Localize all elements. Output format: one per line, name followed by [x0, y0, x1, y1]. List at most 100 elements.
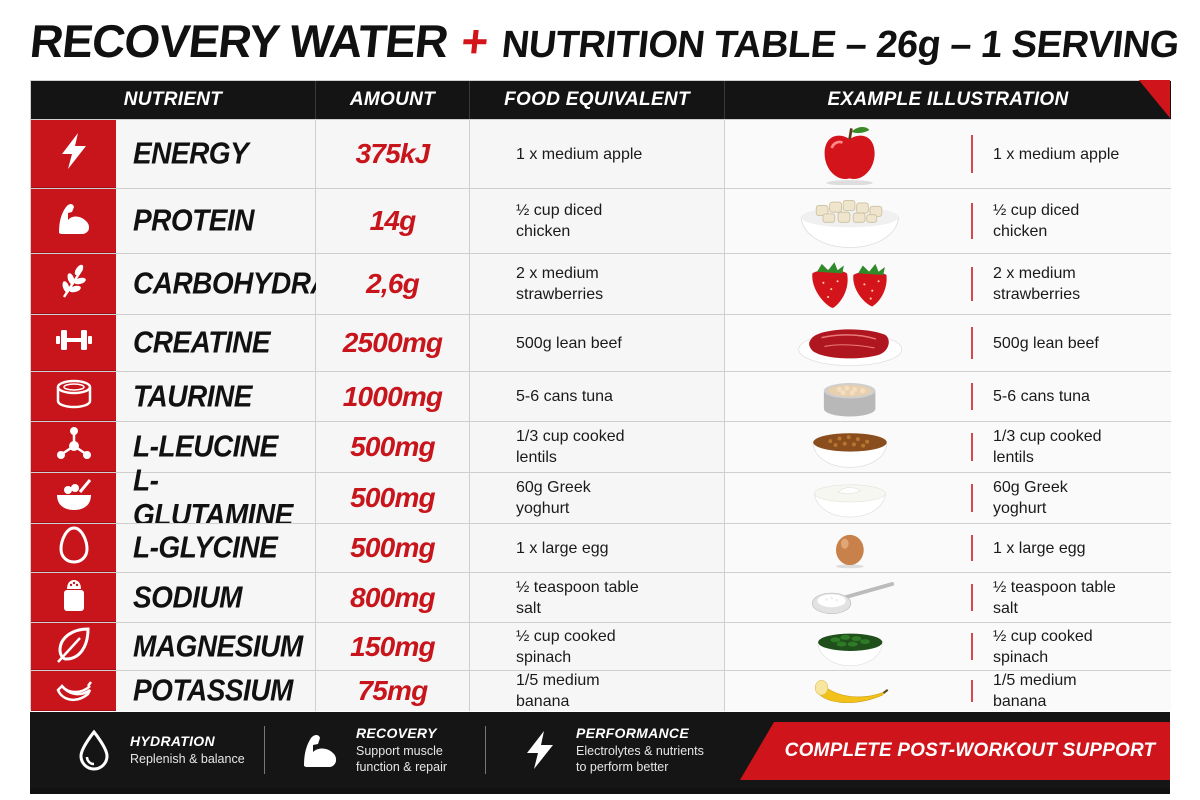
benefit-recovery: RECOVERY Support muscle function & repai…: [298, 712, 456, 788]
illustration-caption: 1/5 medium banana: [993, 672, 1077, 710]
molecule-icon: [54, 424, 94, 469]
leaf-icon: [54, 624, 94, 669]
illustration-divider: [971, 433, 973, 461]
nutrient-icon-cell: [31, 189, 116, 253]
bowl-icon: [54, 475, 94, 520]
illustration-divider: [971, 382, 973, 411]
nutrient-name: TAURINE: [116, 372, 316, 421]
nutrient-icon-cell: [31, 315, 116, 371]
nutrient-amount: 500mg: [316, 524, 470, 572]
lightning-icon: [54, 131, 94, 176]
diced-chicken-bowl-image: [755, 189, 945, 253]
benefit-title: HYDRATION: [130, 733, 215, 749]
nutrition-table: NUTRIENT AMOUNT FOOD EQUIVALENT EXAMPLE …: [30, 80, 1171, 711]
example-illustration: 1 x medium apple: [725, 120, 1171, 188]
nutrient-icon-cell: [31, 372, 116, 421]
water-drop-icon: [72, 728, 116, 772]
benefit-performance: PERFORMANCE Electrolytes & nutrients to …: [518, 712, 706, 788]
nutrient-name: L-LEUCINE: [116, 422, 316, 472]
illustration-divider: [971, 267, 973, 301]
benefit-divider: [485, 726, 486, 774]
table-row: TAURINE 1000mg 5-6 cans tuna 5-6 cans tuna: [31, 371, 1171, 421]
title-plus: +: [458, 15, 492, 67]
cta-banner: COMPLETE POST-WORKOUT SUPPORT: [740, 722, 1170, 780]
example-illustration: 1/5 medium banana: [725, 671, 1171, 711]
table-row: POTASSIUM 75mg 1/5 medium banana 1/5 medium…: [31, 670, 1171, 711]
illustration-caption: 1/3 cup cooked lentils: [993, 428, 1102, 466]
illustration-caption: ½ teaspoon table salt: [993, 578, 1116, 617]
nutrient-amount: 375kJ: [316, 120, 470, 188]
illustration-divider: [971, 679, 973, 703]
salt-shaker-icon: [54, 575, 94, 620]
nutrient-icon-cell: [31, 671, 116, 711]
lentils-bowl-image: [755, 422, 945, 472]
banana-icon: [54, 668, 94, 713]
benefit-desc: Electrolytes & nutrients to perform bett…: [576, 744, 704, 774]
title-main: RECOVERY WATER: [27, 15, 451, 67]
illustration-caption: 5-6 cans tuna: [993, 388, 1090, 405]
dumbbell-icon: [54, 320, 94, 365]
nutrient-name: ENERGY: [116, 120, 316, 188]
salt-spoon-image: [755, 573, 945, 622]
example-illustration: 1/3 cup cooked lentils: [725, 422, 1171, 472]
table-row: ENERGY 375kJ 1 x medium apple 1 x medium ap…: [31, 119, 1171, 188]
table-row: PROTEIN 14g ½ cup diced chicken ½ cup diced…: [31, 188, 1171, 253]
food-equivalent: 1 x large egg: [470, 524, 725, 572]
illustration-divider: [971, 203, 973, 239]
yoghurt-bowl-image: [755, 473, 945, 523]
nutrient-amount: 75mg: [316, 671, 470, 711]
illustration-divider: [971, 534, 973, 562]
illustration-caption: ½ cup diced chicken: [993, 202, 1080, 240]
nutrient-name: MAGNESIUM: [116, 623, 316, 670]
table-header: NUTRIENT AMOUNT FOOD EQUIVALENT EXAMPLE …: [31, 81, 1171, 119]
table-row: L-GLUTAMINE 500mg 60g Greek yoghurt 60g Gre…: [31, 463, 1171, 531]
nutrient-name: L-GLYCINE: [116, 524, 316, 572]
header-amount: AMOUNT: [316, 81, 470, 119]
nutrient-amount: 150mg: [316, 623, 470, 670]
illustration-divider: [971, 327, 973, 359]
apple-image: [755, 120, 945, 188]
nutrient-amount: 2,6g: [316, 254, 470, 314]
nutrient-amount: 2500mg: [316, 315, 470, 371]
example-illustration: 5-6 cans tuna: [725, 372, 1171, 421]
bottom-rule: [30, 788, 1170, 794]
nutrient-icon-cell: [31, 422, 116, 472]
nutrient-amount: 14g: [316, 189, 470, 253]
illustration-divider: [971, 484, 973, 512]
example-illustration: ½ cup diced chicken: [725, 189, 1171, 253]
example-illustration: 500g lean beef: [725, 315, 1171, 371]
header-nutrient: NUTRIENT: [31, 81, 316, 119]
tuna-can-image: [755, 372, 945, 421]
table-row: CARBOHYDRATES 2,6g 2 x medium strawberries…: [31, 253, 1171, 314]
lightning-icon: [518, 728, 562, 772]
banana-image: [755, 671, 945, 711]
benefit-desc: Replenish & balance: [130, 752, 245, 766]
nutrient-name: SODIUM: [116, 573, 316, 622]
table-row: L-LEUCINE 500mg 1/3 cup cooked lentils 1/3 …: [31, 421, 1171, 472]
example-illustration: ½ teaspoon table salt: [725, 573, 1171, 622]
nutrient-name: L-GLUTAMINE: [116, 463, 316, 531]
food-equivalent: 2 x medium strawberries: [470, 254, 725, 314]
wheat-icon: [54, 261, 94, 306]
food-equivalent: ½ cup diced chicken: [470, 189, 725, 253]
food-equivalent: 5-6 cans tuna: [470, 372, 725, 421]
table-row: MAGNESIUM 150mg ½ cup cooked spinach ½ cup …: [31, 622, 1171, 670]
food-equivalent: 60g Greek yoghurt: [470, 473, 725, 523]
table-row: SODIUM 800mg ½ teaspoon table salt ½ teaspo…: [31, 572, 1171, 622]
example-illustration: 1 x large egg: [725, 524, 1171, 572]
nutrient-amount: 500mg: [316, 473, 470, 523]
example-illustration: 60g Greek yoghurt: [725, 473, 1171, 523]
table-row: CREATINE 2500mg 500g lean beef 500g lean be…: [31, 314, 1171, 371]
nutrient-icon-cell: [31, 524, 116, 572]
nutrient-icon-cell: [31, 473, 116, 523]
nutrient-name: CARBOHYDRATES: [116, 254, 382, 314]
nutrient-name: PROTEIN: [116, 189, 316, 253]
illustration-caption: ½ cup cooked spinach: [993, 627, 1093, 666]
food-equivalent: 500g lean beef: [470, 315, 725, 371]
food-equivalent: 1 x medium apple: [470, 120, 725, 188]
flexed-arm-icon: [54, 198, 94, 243]
benefit-title: PERFORMANCE: [576, 725, 689, 741]
nutrient-amount: 500mg: [316, 422, 470, 472]
food-equivalent: 1/5 medium banana: [470, 671, 725, 711]
illustration-caption: 60g Greek yoghurt: [993, 479, 1068, 517]
